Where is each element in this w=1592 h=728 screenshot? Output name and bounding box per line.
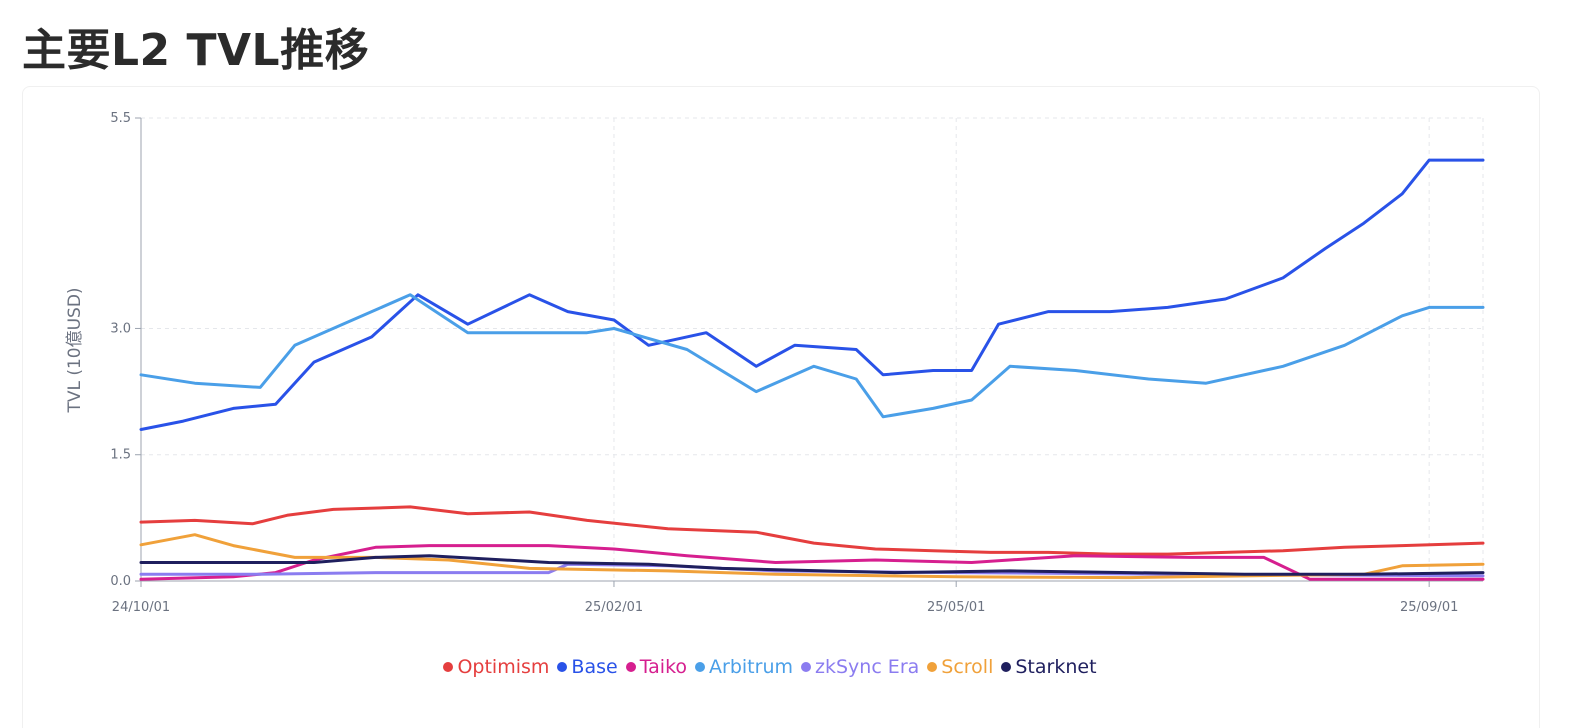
chart-card	[22, 86, 1540, 728]
legend-label: Optimism	[457, 656, 550, 678]
legend-marker	[557, 662, 568, 672]
legend-label: Base	[571, 656, 618, 678]
legend-marker	[625, 662, 636, 672]
legend-label: Taiko	[639, 656, 688, 678]
series-layer	[139, 158, 1485, 581]
legend-label: Starknet	[1015, 656, 1097, 678]
legend-marker	[443, 662, 454, 672]
series-line-taiko	[139, 544, 1485, 581]
x-tick-label: 25/02/01	[585, 600, 643, 615]
y-tick-label: 5.5	[110, 111, 131, 126]
y-tick-label: 3.0	[110, 321, 131, 336]
y-tick-label: 0.0	[110, 574, 131, 589]
series-line-arbitrum	[139, 293, 1485, 419]
axis-layer: 0.0 1.5 3.0 5.5 24/10/01 25/02/01 25/05/01 25/0…	[110, 111, 1483, 615]
y-axis-title: TVL (10億USD)	[65, 287, 85, 413]
grid-layer	[141, 117, 1484, 581]
legend-marker	[1001, 662, 1012, 672]
legend-label: Arbitrum	[709, 656, 793, 678]
legend-item-scroll[interactable]: Scroll	[927, 656, 993, 678]
series-line-starknet	[139, 554, 1485, 576]
legend-item-base[interactable]: Base	[557, 656, 618, 678]
legend-item-starknet[interactable]: Starknet	[1001, 656, 1097, 678]
legend-marker	[695, 662, 706, 672]
page-title: 主要L2 TVL推移	[22, 25, 370, 76]
series-line-optimism	[139, 505, 1485, 556]
legend-label: zkSync Era	[815, 656, 920, 678]
x-tick-label: 25/09/01	[1400, 600, 1458, 615]
legend-item-arbitrum[interactable]: Arbitrum	[695, 656, 793, 678]
legend-item-zksync-era[interactable]: zkSync Era	[801, 656, 919, 678]
legend-marker	[927, 662, 938, 672]
x-tick-label: 24/10/01	[112, 600, 170, 615]
legend-item-taiko[interactable]: Taiko	[625, 656, 688, 678]
legend-label: Scroll	[941, 656, 994, 678]
x-tick-label: 25/05/01	[927, 600, 985, 615]
y-tick-label: 1.5	[110, 448, 131, 463]
legend-item-optimism[interactable]: Optimism	[443, 656, 549, 678]
legend-marker	[801, 662, 811, 672]
series-line-base	[139, 158, 1485, 431]
chart-legend: Optimism Base Taiko Arbitrum zkSync Era Scrol…	[0, 656, 1540, 678]
